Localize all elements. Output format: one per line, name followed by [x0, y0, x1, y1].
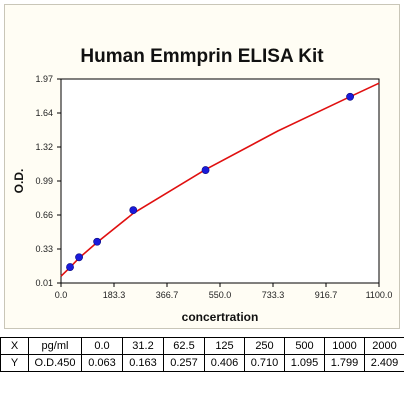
- data-point: [201, 166, 210, 174]
- table-cell: O.D.450: [28, 354, 82, 372]
- table-cell: 500: [284, 337, 325, 355]
- y-axis-ticks: 0.01 0.33 0.66 0.99 1.32 1.64 1.97: [35, 74, 61, 288]
- table-cell: 62.5: [163, 337, 205, 355]
- table-cell: 0.257: [163, 354, 205, 372]
- table-cell: 0.0: [81, 337, 123, 355]
- chart-panel: Human Emmprin ELISA Kit 0.0 183.3 366.7 550…: [4, 4, 400, 329]
- table-cell: 1000: [324, 337, 365, 355]
- data-point: [66, 263, 74, 271]
- x-axis-ticks: 0.0 183.3 366.7 550.0 733.3 916.7 1100.0: [55, 283, 393, 300]
- data-points: [66, 92, 354, 271]
- table-cell: 0.710: [244, 354, 285, 372]
- y-tick-label: 1.32: [35, 142, 53, 152]
- data-point: [93, 237, 102, 246]
- table-cell: 1.095: [284, 354, 325, 372]
- table-cell: 2000: [364, 337, 404, 355]
- x-tick-label: 366.7: [156, 290, 179, 300]
- y-tick-label: 1.64: [35, 108, 53, 118]
- table-cell: 0.163: [122, 354, 164, 372]
- table-cell: 2.409: [364, 354, 404, 372]
- x-tick-label: 183.3: [103, 290, 126, 300]
- table-cell: 0.406: [204, 354, 245, 372]
- x-tick-label: 0.0: [55, 290, 68, 300]
- x-tick-label: 733.3: [262, 290, 285, 300]
- table-cell: X: [0, 337, 29, 355]
- data-point: [75, 253, 83, 262]
- table-cell: 1.799: [324, 354, 365, 372]
- y-tick-label: 0.99: [35, 176, 53, 186]
- table-row-y: Y O.D.450 0.063 0.163 0.257 0.406 0.710 1.095 1.…: [0, 354, 404, 372]
- table-cell: 250: [244, 337, 285, 355]
- table-cell: 31.2: [122, 337, 164, 355]
- y-tick-label: 0.33: [35, 244, 53, 254]
- y-tick-label: 0.01: [35, 278, 53, 288]
- data-point: [129, 206, 138, 215]
- y-tick-label: 0.66: [35, 210, 53, 220]
- chart-svg: Human Emmprin ELISA Kit 0.0 183.3 366.7 550…: [12, 46, 393, 324]
- x-tick-label: 550.0: [209, 290, 232, 300]
- table-cell: pg/ml: [28, 337, 82, 355]
- y-axis-label: O.D.: [12, 169, 26, 194]
- plot-area: [60, 78, 380, 284]
- table-cell: Y: [0, 354, 29, 372]
- x-tick-label: 916.7: [315, 290, 338, 300]
- table-cell: 0.063: [81, 354, 123, 372]
- table-cell: 125: [204, 337, 245, 355]
- y-tick-label: 1.97: [35, 74, 53, 84]
- x-tick-label: 1100.0: [366, 290, 393, 300]
- chart-title: Human Emmprin ELISA Kit: [80, 46, 324, 67]
- x-axis-label: concertration: [182, 310, 259, 324]
- data-point: [346, 92, 354, 101]
